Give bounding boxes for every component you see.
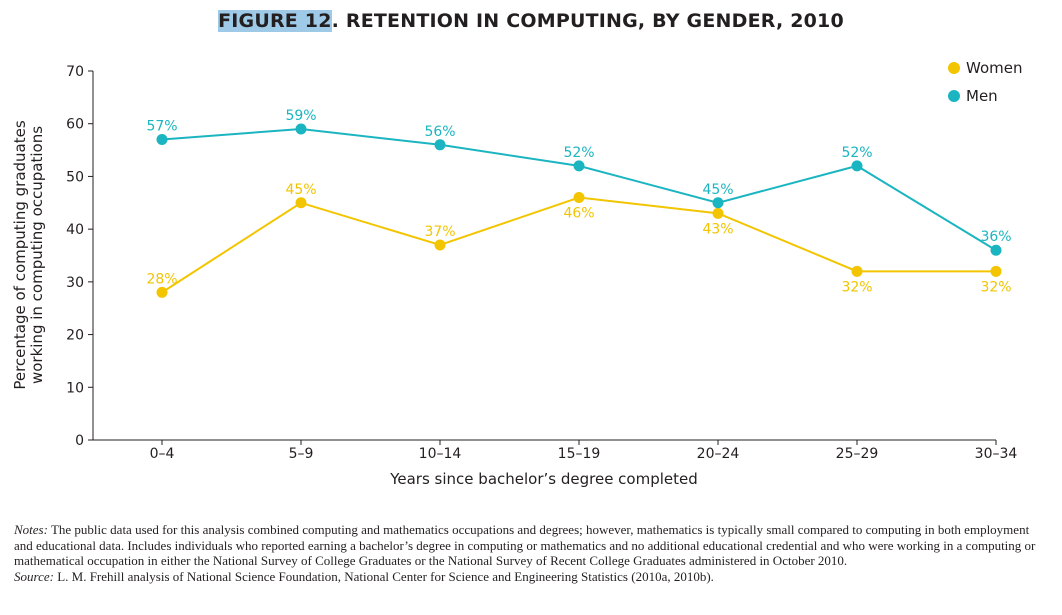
y-tick-label: 0: [75, 433, 84, 449]
chart-title: FIGURE 12. RETENTION IN COMPUTING, BY GE…: [0, 10, 1062, 32]
women-data-label: 28%: [146, 271, 177, 287]
women-data-point: [295, 197, 307, 209]
men-data-label: 45%: [702, 182, 733, 198]
men-data-point: [295, 123, 307, 135]
women-legend-label: Women: [966, 59, 1022, 77]
men-data-point: [990, 244, 1002, 256]
x-tick-label: 25–29: [836, 446, 879, 462]
x-axis-label: Years since bachelor’s degree completed: [389, 470, 698, 488]
men-data-label: 59%: [285, 108, 316, 124]
notes-text: The public data used for this analysis c…: [14, 522, 1036, 568]
women-data-label: 32%: [841, 279, 872, 295]
source-text: L. M. Frehill analysis of National Scien…: [57, 568, 714, 584]
men-data-point: [434, 139, 446, 151]
y-tick-label: 40: [66, 222, 84, 238]
figure-number: FIGURE 12: [218, 10, 332, 32]
source-label: Source:: [14, 568, 54, 584]
women-data-point: [573, 192, 585, 204]
men-data-point: [573, 160, 585, 172]
men-data-label: 56%: [424, 124, 455, 140]
y-tick-label: 30: [66, 275, 84, 291]
men-data-label: 52%: [841, 145, 872, 161]
x-tick-label: 15–19: [558, 446, 601, 462]
women-data-label: 43%: [702, 221, 733, 237]
y-tick-label: 50: [66, 169, 84, 185]
figure-title-text: . RETENTION IN COMPUTING, BY GENDER, 201…: [331, 10, 844, 32]
men-data-label: 57%: [146, 119, 177, 135]
women-data-point: [712, 207, 724, 219]
men-data-label: 52%: [563, 145, 594, 161]
men-legend-label: Men: [966, 87, 998, 105]
y-tick-label: 20: [66, 328, 84, 344]
y-tick-label: 60: [66, 117, 84, 133]
y-tick-label: 70: [66, 64, 84, 80]
women-data-label: 37%: [424, 224, 455, 240]
women-data-label: 32%: [980, 279, 1011, 295]
line-chart: 0 10 20 30 40 50 60 70 0–4 5–9 10–14 15–19 20–24 25–2…: [11, 59, 1022, 488]
x-tick-label: 30–34: [975, 446, 1018, 462]
x-tick-label: 5–9: [289, 446, 314, 462]
x-tick-label: 20–24: [697, 446, 740, 462]
men-data-point: [156, 134, 168, 146]
notes-block: Notes: The public data used for this ana…: [14, 522, 1044, 584]
men-data-point: [851, 160, 863, 172]
men-data-point: [712, 197, 724, 209]
notes-paragraph: Notes: The public data used for this ana…: [14, 522, 1044, 569]
x-tick-label: 0–4: [150, 446, 175, 462]
notes-label: Notes:: [14, 522, 48, 537]
y-axis-label-line1: Percentage of computing graduates: [11, 120, 29, 389]
women-data-label: 45%: [285, 182, 316, 198]
women-data-point: [434, 239, 446, 251]
source-paragraph: Source: L. M. Frehill analysis of Nation…: [14, 569, 1044, 585]
y-axis-label-line2: working in computing occupations: [28, 126, 46, 384]
women-legend-marker: [948, 62, 960, 74]
women-data-point: [990, 265, 1002, 277]
y-tick-label: 10: [66, 380, 84, 396]
men-data-label: 36%: [980, 229, 1011, 245]
women-data-point: [156, 286, 168, 298]
x-tick-label: 10–14: [419, 446, 462, 462]
women-data-point: [851, 265, 863, 277]
women-data-label: 46%: [563, 206, 594, 222]
men-legend-marker: [948, 90, 960, 102]
